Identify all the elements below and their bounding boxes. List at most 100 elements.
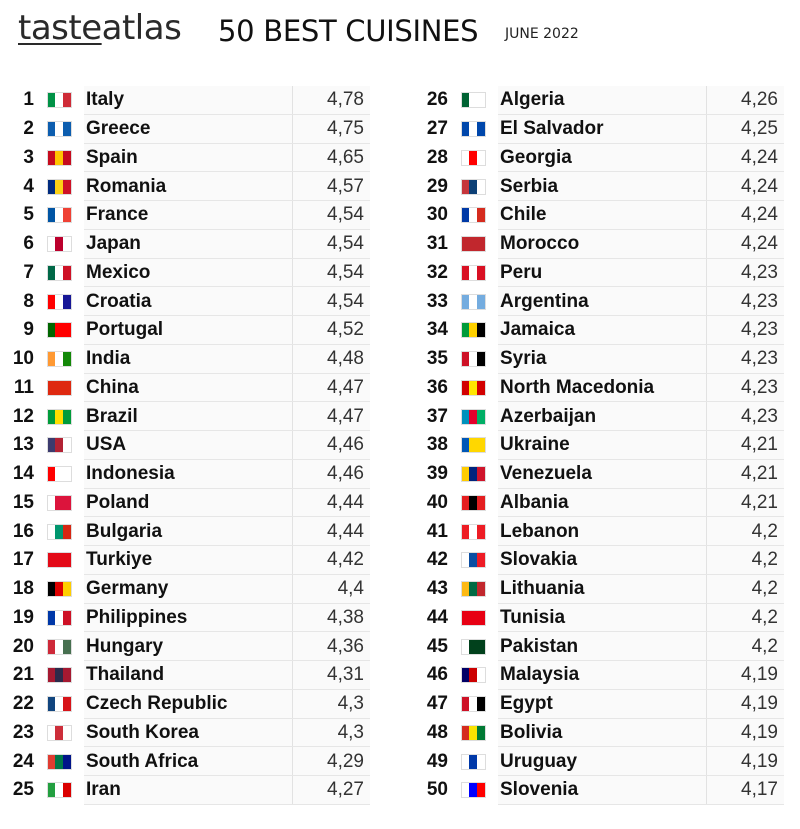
flag-cell — [448, 552, 498, 569]
ranking-row: 25 Iran 4,27 — [0, 776, 370, 805]
country-flag-icon — [46, 92, 72, 109]
country-name: Chile — [498, 201, 706, 230]
ranking-row: 23 South Korea 4,3 — [0, 718, 370, 748]
rank-number: 3 — [23, 146, 34, 168]
flag-cell — [34, 92, 84, 109]
ranking-row: 15 Poland 4,44 — [0, 488, 370, 518]
score-value: 4,23 — [706, 316, 784, 345]
country-flag-icon — [46, 724, 72, 741]
score-value: 4,29 — [292, 747, 370, 776]
rank-number: 17 — [12, 549, 34, 571]
country-name: South Africa — [84, 747, 292, 776]
country-flag-icon — [460, 466, 486, 483]
country-flag-icon — [460, 782, 486, 799]
score-value: 4,17 — [706, 776, 784, 805]
score-value: 4,65 — [292, 143, 370, 173]
flag-cell — [448, 207, 498, 224]
rank-number: 32 — [426, 261, 448, 283]
rank-number: 49 — [426, 750, 448, 772]
country-flag-icon — [460, 351, 486, 368]
flag-cell — [34, 437, 84, 454]
flag-cell — [34, 408, 84, 425]
score-value: 4,21 — [706, 431, 784, 460]
country-flag-icon — [460, 696, 486, 713]
rank-number: 42 — [426, 549, 448, 571]
country-flag-icon — [46, 408, 72, 425]
score-value: 4,23 — [706, 258, 784, 288]
flag-cell — [448, 581, 498, 598]
ranking-row: 13 USA 4,46 — [0, 431, 370, 460]
country-name: Jamaica — [498, 316, 706, 345]
ranking-row: 46 Malaysia 4,19 — [414, 661, 784, 690]
rank-number: 27 — [426, 118, 448, 140]
rank-number: 2 — [23, 118, 34, 140]
country-name: Portugal — [84, 316, 292, 345]
ranking-row: 1 Italy 4,78 — [0, 86, 370, 115]
score-value: 4,25 — [706, 114, 784, 144]
score-value: 4,26 — [706, 86, 784, 115]
country-flag-icon — [46, 466, 72, 483]
score-value: 4,2 — [706, 632, 784, 661]
flag-cell — [34, 293, 84, 310]
country-name: Syria — [498, 344, 706, 374]
country-flag-icon — [460, 207, 486, 224]
country-name: Ukraine — [498, 431, 706, 460]
score-value: 4,46 — [292, 459, 370, 489]
rank-number: 21 — [12, 664, 34, 686]
ranking-row: 17 Turkiye 4,42 — [0, 546, 370, 575]
flag-cell — [448, 753, 498, 770]
flag-cell — [34, 667, 84, 684]
tasteatlas-logo: tasteatlas — [18, 8, 182, 48]
ranking-row: 39 Venezuela 4,21 — [414, 459, 784, 489]
rank-number: 47 — [426, 693, 448, 715]
score-value: 4,19 — [706, 747, 784, 776]
country-flag-icon — [46, 178, 72, 195]
ranking-row: 3 Spain 4,65 — [0, 143, 370, 173]
ranking-row: 9 Portugal 4,52 — [0, 316, 370, 345]
flag-cell — [448, 351, 498, 368]
ranking-row: 40 Albania 4,21 — [414, 488, 784, 518]
country-flag-icon — [46, 552, 72, 569]
country-flag-icon — [460, 236, 486, 253]
score-value: 4,2 — [706, 546, 784, 575]
country-flag-icon — [460, 379, 486, 396]
rank-number: 25 — [12, 779, 34, 801]
flag-cell — [34, 638, 84, 655]
ranking-row: 44 Tunisia 4,2 — [414, 603, 784, 633]
score-value: 4,78 — [292, 86, 370, 115]
country-name: Lebanon — [498, 517, 706, 546]
rank-number: 37 — [426, 405, 448, 427]
rank-number: 22 — [12, 693, 34, 715]
flag-cell — [34, 178, 84, 195]
flag-cell — [448, 466, 498, 483]
flag-cell — [34, 753, 84, 770]
flag-cell — [34, 552, 84, 569]
rank-number: 45 — [426, 635, 448, 657]
flag-cell — [34, 264, 84, 281]
logo-text-taste: taste — [18, 8, 102, 48]
country-flag-icon — [460, 753, 486, 770]
score-value: 4,27 — [292, 776, 370, 805]
score-value: 4,21 — [706, 459, 784, 489]
ranking-row: 28 Georgia 4,24 — [414, 143, 784, 173]
flag-cell — [448, 293, 498, 310]
ranking-row: 33 Argentina 4,23 — [414, 287, 784, 316]
country-name: Spain — [84, 143, 292, 173]
flag-cell — [448, 149, 498, 166]
country-name: Italy — [84, 86, 292, 115]
ranking-row: 32 Peru 4,23 — [414, 258, 784, 288]
score-value: 4,54 — [292, 287, 370, 316]
country-name: Turkiye — [84, 546, 292, 575]
score-value: 4,2 — [706, 574, 784, 604]
score-value: 4,57 — [292, 172, 370, 201]
rank-number: 7 — [23, 261, 34, 283]
ranking-row: 42 Slovakia 4,2 — [414, 546, 784, 575]
rank-number: 28 — [426, 146, 448, 168]
flag-cell — [448, 92, 498, 109]
country-flag-icon — [46, 667, 72, 684]
score-value: 4,24 — [706, 229, 784, 259]
country-name: Venezuela — [498, 459, 706, 489]
country-name: Morocco — [498, 229, 706, 259]
score-value: 4,24 — [706, 143, 784, 173]
flag-cell — [448, 638, 498, 655]
